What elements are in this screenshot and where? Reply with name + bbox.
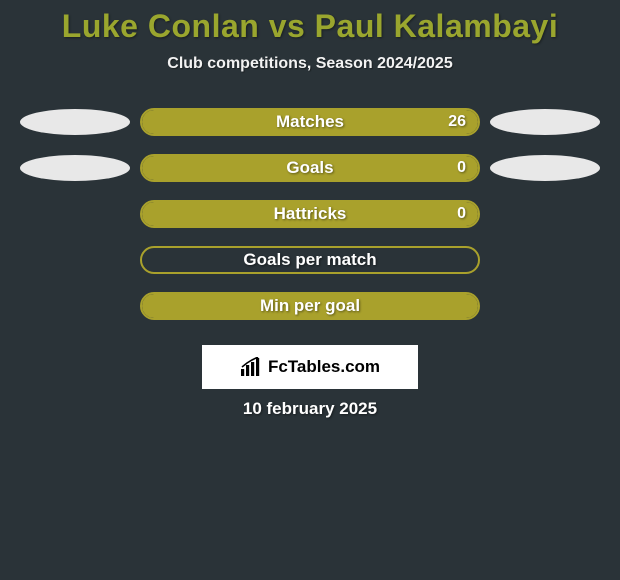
- stat-row: Matches 26: [0, 99, 620, 145]
- stat-bar: Matches 26: [140, 108, 480, 136]
- stat-row: Goals per match: [0, 237, 620, 283]
- left-pill: [20, 109, 130, 135]
- page-title: Luke Conlan vs Paul Kalambayi: [0, 8, 620, 45]
- stat-label: Hattricks: [274, 204, 347, 224]
- stat-row: Goals 0: [0, 145, 620, 191]
- stat-row: Hattricks 0: [0, 191, 620, 237]
- subtitle: Club competitions, Season 2024/2025: [0, 55, 620, 73]
- stat-label: Matches: [276, 112, 344, 132]
- right-pill: [490, 109, 600, 135]
- stat-row: Min per goal: [0, 283, 620, 329]
- stat-value: 26: [448, 113, 466, 131]
- logo-text: FcTables.com: [268, 357, 380, 377]
- stat-bar: Goals 0: [140, 154, 480, 182]
- stat-label: Min per goal: [260, 296, 360, 316]
- date-text: 10 february 2025: [0, 399, 620, 419]
- stat-bar: Goals per match: [140, 246, 480, 274]
- stat-value: 0: [457, 205, 466, 223]
- left-pill: [20, 155, 130, 181]
- right-pill: [490, 155, 600, 181]
- stat-rows: Matches 26 Goals 0 Hattricks 0 Goals per match…: [0, 99, 620, 329]
- logo-badge: FcTables.com: [202, 345, 418, 389]
- chart-icon: [240, 357, 262, 377]
- stat-bar: Min per goal: [140, 292, 480, 320]
- comparison-card: Luke Conlan vs Paul Kalambayi Club compe…: [0, 0, 620, 419]
- stat-label: Goals per match: [243, 250, 376, 270]
- stat-label: Goals: [286, 158, 333, 178]
- stat-bar: Hattricks 0: [140, 200, 480, 228]
- stat-value: 0: [457, 159, 466, 177]
